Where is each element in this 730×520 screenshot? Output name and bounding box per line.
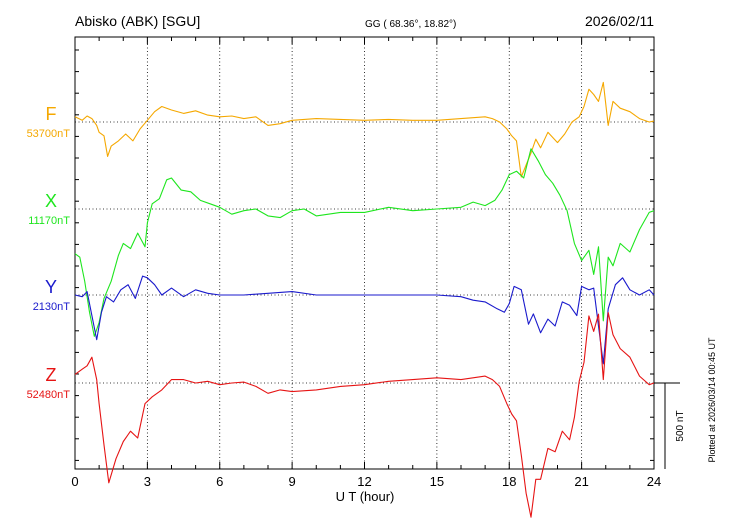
baseline-lines xyxy=(75,121,654,384)
x-tick-label: 3 xyxy=(144,474,151,489)
scale-bar: 500 nT xyxy=(654,382,686,469)
x-axis-label: U T (hour) xyxy=(336,489,395,504)
x-tick-labels: 0 3 6 9 12 15 18 21 24 xyxy=(71,474,661,489)
vertical-grid xyxy=(146,37,583,469)
component-label-f: F xyxy=(46,104,57,124)
x-tick-label: 6 xyxy=(216,474,223,489)
x-tick-label: 18 xyxy=(502,474,516,489)
station-title: Abisko (ABK) [SGU] xyxy=(75,13,200,29)
plot-date: 2026/02/11 xyxy=(585,13,654,29)
plotted-timestamp: Plotted at 2026/03/14 00:45 UT xyxy=(707,337,717,463)
x-tick-label: 21 xyxy=(574,474,588,489)
plot-frame xyxy=(74,36,655,470)
x-tick-label: 15 xyxy=(430,474,444,489)
x-tick-label: 24 xyxy=(647,474,661,489)
trace-f xyxy=(74,81,655,178)
axis-ticks xyxy=(74,37,655,469)
component-label-y: Y xyxy=(45,277,57,297)
baseline-value-f: 53700nT xyxy=(27,128,71,140)
component-label-x: X xyxy=(45,191,57,211)
baseline-value-x: 11170nT xyxy=(28,215,70,227)
x-tick-label: 0 xyxy=(71,474,78,489)
scale-bar-label: 500 nT xyxy=(675,410,686,441)
baseline-value-y: 2130nT xyxy=(33,301,71,313)
component-label-z: Z xyxy=(46,365,57,385)
x-tick-label: 9 xyxy=(289,474,296,489)
series-labels: F 53700nT X 11170nT Y 2130nT Z 52480nT xyxy=(27,104,71,401)
trace-y xyxy=(74,275,655,365)
trace-z xyxy=(74,311,655,518)
series-traces xyxy=(74,81,655,518)
trace-x xyxy=(74,148,655,337)
baseline-value-z: 52480nT xyxy=(27,389,71,401)
geo-coordinates: GG ( 68.36°, 18.82°) xyxy=(365,19,456,30)
x-tick-label: 12 xyxy=(357,474,371,489)
